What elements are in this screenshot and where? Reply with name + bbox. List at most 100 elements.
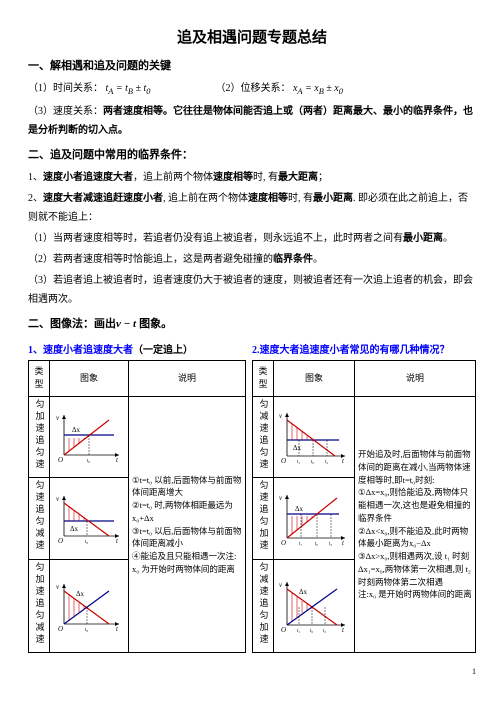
speed-label: （3）速度关系： xyxy=(28,106,103,117)
th-graph: 图象 xyxy=(50,360,129,396)
rd2: ①Δx=x₀,则恰能追及,两物体只能相遇一次,这也是避免相撞的临界条件 xyxy=(358,486,472,524)
graph-accel-vs-const: vtO Δx t₀ xyxy=(54,410,124,465)
p2-post: , 追上前在两个物体 xyxy=(163,193,248,204)
sub2-t: （2）若两者速度相等时恰能追上，这是两者避免碰撞的 xyxy=(28,254,273,265)
s2p2: 2、速度大者减速追赶速度小者, 追上前在两个物体速度相等时, 有最小距离. 即必… xyxy=(28,189,476,227)
svg-text:t₀: t₀ xyxy=(87,459,90,464)
s2sub2: （2）若两者速度相等时恰能追上，这是两者避免碰撞的临界条件。 xyxy=(28,250,476,269)
row1-type: 匀加速追匀速 xyxy=(29,396,50,478)
svg-text:O: O xyxy=(58,456,63,464)
page-title: 追及相遇问题专题总结 xyxy=(28,26,476,47)
time-formula: tA = tB ± t0 xyxy=(106,83,151,94)
section2-heading: 二、追及问题中常用的临界条件： xyxy=(28,146,476,162)
svg-text:t: t xyxy=(342,626,345,634)
svg-text:t: t xyxy=(342,539,345,547)
left-head: 1、速度小者追速度大者（一定追上） xyxy=(28,341,246,356)
svg-text:t₀: t₀ xyxy=(85,628,88,633)
svg-text:t₀: t₀ xyxy=(315,542,318,547)
p2-b2: 速度相等 xyxy=(248,193,288,204)
th-desc: 说明 xyxy=(129,360,246,396)
svg-text:t₂: t₂ xyxy=(329,542,332,547)
sub2-e: 。 xyxy=(313,254,323,265)
svg-text:Δx: Δx xyxy=(76,590,85,598)
svg-text:t: t xyxy=(116,537,119,545)
svg-text:t₀: t₀ xyxy=(310,629,313,634)
ld4: ④能追及且只能相遇一次注: x₀ 为开始时两物体间的距离 xyxy=(132,550,242,576)
right-head: 2.速度大者追速度小者常见的有哪几种情况？ xyxy=(252,341,476,356)
svg-text:O: O xyxy=(58,625,63,633)
p1-b3: 最大距离 xyxy=(278,172,318,183)
row1-graph: vtO Δx t₀ xyxy=(50,396,129,478)
two-columns: 1、速度小者追速度大者（一定追上） 类型 图象 说明 匀加速追匀速 v t O xyxy=(28,337,476,654)
th-type: 类型 xyxy=(253,360,274,396)
s2p1: 1、速度小者追速度大者，追上前两个物体速度相等时, 有最大距离； xyxy=(28,168,476,187)
p1-post: ，追上前两个物体 xyxy=(133,172,213,183)
svg-text:v: v xyxy=(56,414,60,422)
p1-end: ； xyxy=(318,172,328,183)
svg-text:t: t xyxy=(342,457,345,465)
svg-text:O: O xyxy=(281,539,286,547)
row2-graph: vtO Δx t₀ xyxy=(50,478,129,560)
page-number: 1 xyxy=(0,663,504,676)
p2-post2: 时, 有 xyxy=(288,193,313,204)
left-table: 类型 图象 说明 匀加速追匀速 v t O xyxy=(28,360,246,654)
rd3: ②Δx<x₀,则不能追及,此时两物体最小距离为x₀−Δx xyxy=(358,525,472,551)
sub1-t: （1）当两者速度相等时，若追者仍没有追上被追者，则永远追不上，此时两者之间有 xyxy=(28,233,403,244)
ld2: ②t=t₀ 时,两物体相距最远为 x₀+Δx xyxy=(132,499,242,525)
r-row3-type: 匀减速追匀加速 xyxy=(253,559,274,653)
lh-post: （一定追上） xyxy=(133,345,193,356)
svg-text:Δx: Δx xyxy=(293,444,302,452)
rd5: 注:x₀ 是开始时两物体间的距离 xyxy=(358,588,472,601)
row3-type: 匀加速追匀减速 xyxy=(29,559,50,653)
p1-b1: 速度小者追速度大者 xyxy=(43,172,133,183)
rh-main: 速度大者追速度小者常见的有哪几种情况？ xyxy=(260,345,450,356)
sub2-b: 临界条件 xyxy=(273,254,313,265)
speed-relation: （3）速度关系：两者速度相等。它往往是物体间能否追上或（两者）距离最大、最小的临… xyxy=(28,102,476,140)
section3-heading: 二、图像法：画出v − t 图象。 xyxy=(28,315,476,331)
p2-pre: 2、 xyxy=(28,193,43,204)
r3-type-text: 匀加速追匀减速 xyxy=(32,562,46,646)
svg-text:Δx: Δx xyxy=(72,426,81,434)
th-desc: 说明 xyxy=(355,360,476,396)
rr1-type-text: 匀减速追匀速 xyxy=(256,399,270,471)
r1-type-text: 匀加速追匀速 xyxy=(32,399,46,471)
svg-text:Δx: Δx xyxy=(295,505,304,513)
left-desc: ①t=t₀ 以前,后面物体与前面物体间距离增大 ②t=t₀ 时,两物体相距最远为… xyxy=(129,396,246,653)
disp-formula: xA = xB ± x0 xyxy=(293,83,343,94)
rd1: 开始追及时,后面物体与前面物体间的距离在减小,当两物体速度相等时,即t=t₀时刻… xyxy=(358,448,472,486)
rr2-type-text: 匀速追匀加速 xyxy=(256,480,270,552)
svg-text:v: v xyxy=(279,581,283,589)
th-type: 类型 xyxy=(29,360,50,396)
s3-post: 图象。 xyxy=(136,318,172,330)
graph-const-vs-accel: vtO Δx t₁t₀t₂ xyxy=(277,490,351,548)
s3-pre: 二、图像法：画出 xyxy=(28,318,116,330)
lh-main: 速度小者追速度大者 xyxy=(43,345,133,356)
svg-text:t₁: t₁ xyxy=(297,629,300,634)
left-column: 1、速度小者追速度大者（一定追上） 类型 图象 说明 匀加速追匀速 v t O xyxy=(28,337,246,654)
r-row1-type: 匀减速追匀速 xyxy=(253,396,274,478)
p1-post2: 时, 有 xyxy=(253,172,278,183)
r-row2-graph: vtO Δx t₁t₀t₂ xyxy=(274,478,355,560)
svg-text:t₀: t₀ xyxy=(311,460,314,465)
p2-b3: 最小距离 xyxy=(313,193,353,204)
svg-text:v: v xyxy=(56,583,60,591)
rh-pre: 2. xyxy=(252,345,260,356)
ld3: ③t=t₀ 以后,后面物体与前面物体间距离减小 xyxy=(132,525,242,551)
svg-text:t: t xyxy=(116,625,119,633)
r-row3-graph: vtO Δx t₁t₀t₂ xyxy=(274,559,355,653)
lh-pre: 1、 xyxy=(28,345,43,356)
disp-label: （2）位移关系： xyxy=(215,83,290,94)
svg-text:v: v xyxy=(279,494,283,502)
svg-text:Δx: Δx xyxy=(70,525,79,533)
svg-text:O: O xyxy=(281,457,286,465)
table-header-row: 类型 图象 说明 xyxy=(29,360,246,396)
right-table: 类型 图象 说明 匀减速追匀速 vtO xyxy=(252,360,476,654)
table-row: 匀加速追匀速 vtO Δx t₀ xyxy=(29,396,246,478)
ld1: ①t=t₀ 以前,后面物体与前面物体间距离增大 xyxy=(132,474,242,500)
section1-heading: 一、解相遇和追及问题的关键 xyxy=(28,57,476,73)
p2-b1: 速度大者减速追赶速度小者 xyxy=(43,193,163,204)
relation-row: （1）时间关系： tA = tB ± t0 （2）位移关系： xA = xB ±… xyxy=(28,79,476,100)
rr3-type-text: 匀减速追匀加速 xyxy=(256,562,270,646)
graph-const-vs-decel: vtO Δx t₀ xyxy=(54,491,124,546)
right-column: 2.速度大者追速度小者常见的有哪几种情况？ 类型 图象 说明 匀减速追匀速 vt… xyxy=(252,337,476,654)
